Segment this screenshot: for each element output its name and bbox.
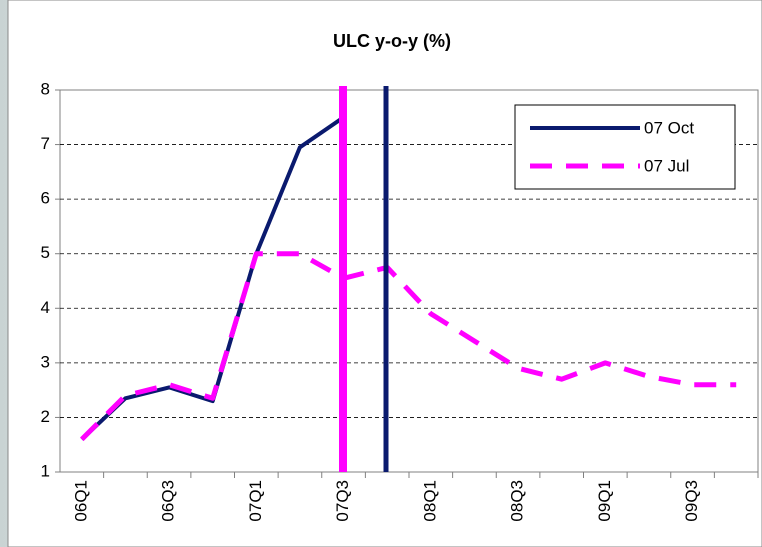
x-tick-label: 07Q3: [333, 480, 352, 522]
legend-box: [514, 104, 736, 190]
x-tick-label: 09Q1: [595, 480, 614, 522]
x-tick-label: 06Q3: [159, 480, 178, 522]
legend-label: 07 Oct: [644, 118, 694, 137]
chart-title: ULC y-o-y (%): [333, 31, 451, 51]
series-line: [80, 115, 345, 441]
y-tick-label: 6: [41, 189, 50, 208]
x-tick-label: 09Q3: [682, 480, 701, 522]
x-tick-label: 08Q1: [420, 480, 439, 522]
y-tick-label: 4: [41, 298, 50, 317]
y-tick-label: 8: [41, 79, 50, 98]
y-tick-label: 3: [41, 352, 50, 371]
x-tick-label: 06Q1: [71, 480, 90, 522]
y-tick-label: 5: [41, 243, 50, 262]
series-line: [80, 251, 737, 442]
y-tick-label: 1: [41, 461, 50, 480]
y-tick-label: 7: [41, 134, 50, 153]
x-tick-label: 08Q3: [508, 480, 527, 522]
x-tick-label: 07Q1: [246, 480, 265, 522]
legend: 07 Oct 07 Jul: [514, 104, 736, 190]
plot-layer: 1 2 3 4 5 6 7 8 06Q1 06Q3 07Q1 07Q3 08Q1 08Q3 09Q1 09Q3: [41, 79, 759, 522]
y-tick-label: 2: [41, 407, 50, 426]
legend-label: 07 Jul: [644, 156, 689, 175]
